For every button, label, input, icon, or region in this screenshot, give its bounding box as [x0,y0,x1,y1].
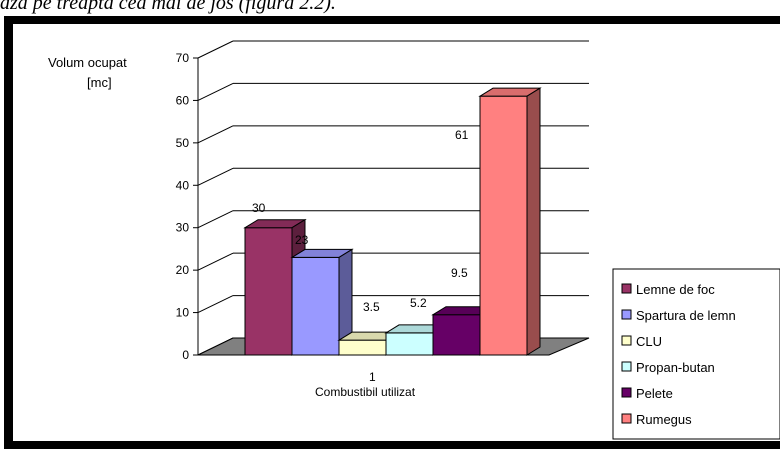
legend-label: CLU [636,334,662,349]
chart-frame: 0 10 20 30 40 50 60 70 30 23 3.5 5.2 9.5 61 Volum oc… [4,16,780,449]
legend-label: Rumegus [636,412,692,427]
y-axis-title-line-2: [mc] [87,75,112,90]
gridline-diagonal [197,125,234,144]
legend: Lemne de foc Spartura de lemn CLU Propan-bu… [612,268,780,440]
data-label: 5.2 [410,296,427,310]
gridline-diagonal [197,210,234,229]
bar-front [338,339,387,356]
gridline-diagonal [197,82,234,101]
y-tick-label: 30 [176,221,190,235]
y-tick-label: 20 [176,263,190,277]
bar-chart-3d: 0 10 20 30 40 50 60 70 30 23 3.5 5.2 9.5 61 Volum oc… [48,40,780,440]
document-text-fragment: ază pe treapta cea mai de jos (figura 2.… [0,0,336,14]
y-tick-label: 40 [176,178,190,192]
y-tick-label: 60 [176,93,190,107]
data-labels: 30 23 3.5 5.2 9.5 61 [252,128,469,314]
bar-front [291,256,340,356]
legend-item: Rumegus [621,412,692,427]
y-tick-label: 0 [182,348,189,362]
data-label: 3.5 [363,300,380,314]
data-label: 30 [252,201,266,215]
data-label: 23 [295,233,309,247]
y-tick-label: 70 [176,51,190,65]
legend-swatch [621,413,632,424]
y-tick-label: 10 [176,306,190,320]
gridline-diagonal [197,252,234,271]
gridline-diagonal [197,295,234,314]
bar-spartura-de-lemn [290,248,354,356]
data-label: 9.5 [451,266,468,280]
legend-swatch [621,335,632,346]
legend-item: Propan-butan [621,360,715,375]
legend-label: Spartura de lemn [636,308,736,323]
x-axis-title: Combustibil utilizat [315,385,416,399]
y-axis-title-line-1: Volum ocupat [48,55,127,70]
legend-swatch [621,309,632,320]
y-tick-label: 50 [176,136,190,150]
legend-label: Pelete [636,386,673,401]
legend-swatch [621,387,632,398]
bar-front [479,95,528,356]
bar-side [526,87,541,356]
bar-rumegus [478,87,542,356]
legend-item: Spartura de lemn [621,308,736,323]
legend-swatch [621,283,632,294]
side-wall [198,41,233,355]
legend-label: Lemne de foc [636,282,715,297]
legend-box [612,268,780,440]
chart-area: 0 10 20 30 40 50 60 70 30 23 3.5 5.2 9.5 61 Volum oc… [13,24,780,441]
bars [243,87,542,356]
legend-item: CLU [621,334,662,349]
x-tick-label: 1 [369,370,376,384]
axis-text: Volum ocupat [mc] 1 Combustibil utilizat [48,55,416,399]
legend-swatch [621,361,632,372]
bar-front [244,227,293,356]
bar-front [385,332,434,356]
gridline-diagonal [197,40,234,59]
gridline-diagonal [197,167,234,186]
y-axis: 0 10 20 30 40 50 60 70 [176,51,199,362]
data-label: 61 [455,128,469,142]
legend-item: Pelete [621,386,673,401]
legend-label: Propan-butan [636,360,715,375]
bar-front [432,314,481,356]
legend-item: Lemne de foc [621,282,715,297]
